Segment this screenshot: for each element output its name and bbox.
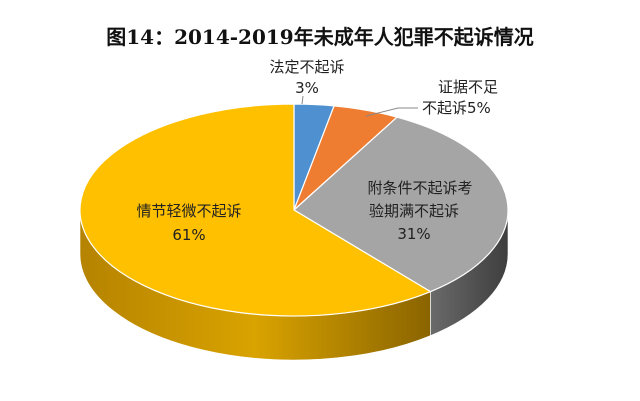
chart-title: 图14：2014-2019年未成年人犯罪不起诉情况 <box>106 25 533 49</box>
slice-minor <box>79 103 432 317</box>
slice-label-insufficient-line2: 不起诉5% <box>422 99 491 117</box>
leader-line-legal <box>301 95 304 105</box>
slice-conditional <box>293 116 509 293</box>
pie-tops <box>79 103 509 317</box>
slice-label-legal: 法定不起诉 <box>269 58 344 76</box>
slice-label-conditional-line2: 验期满不起诉 <box>369 202 459 220</box>
slice-label-insufficient-line1: 证据不足 <box>438 78 498 96</box>
slice-value-minor: 61% <box>172 226 205 244</box>
slice-value-legal: 3% <box>295 79 319 97</box>
slice-label-conditional-line1: 附条件不起诉考 <box>367 179 472 197</box>
slice-label-minor: 情节轻微不起诉 <box>136 202 241 220</box>
slice-value-conditional: 31% <box>397 225 430 243</box>
leader-line-insufficient <box>365 107 418 117</box>
